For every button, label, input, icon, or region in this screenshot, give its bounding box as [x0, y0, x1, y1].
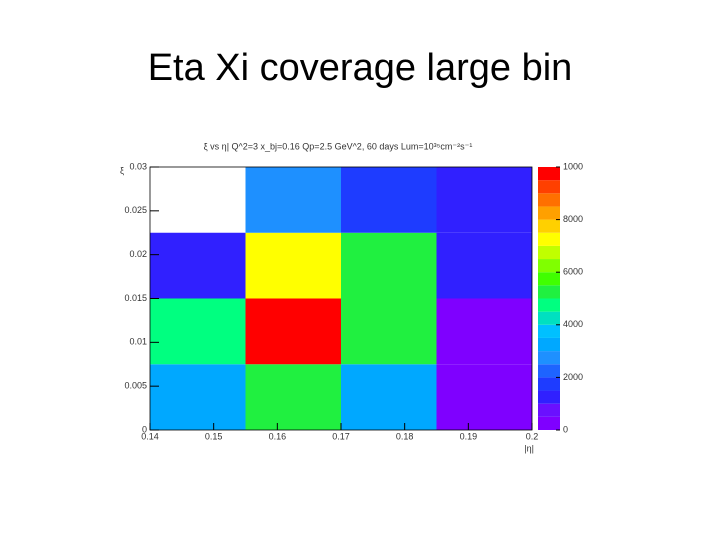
y-axis-label: ξ	[120, 165, 124, 175]
z-tick-label: 4000	[563, 319, 583, 329]
z-tick-label: 8000	[563, 214, 583, 224]
y-tick-label: 0.015	[124, 293, 147, 303]
color-bar-band	[538, 351, 560, 365]
color-bar-band	[538, 272, 560, 286]
color-bar-band	[538, 206, 560, 220]
color-bar-band	[538, 193, 560, 207]
y-tick-label: 0.01	[129, 337, 147, 347]
color-bar-band	[538, 364, 560, 378]
z-tick-label: 0	[563, 424, 568, 434]
x-tick-label: 0.16	[269, 431, 287, 441]
y-tick-label: 0	[142, 424, 147, 434]
z-tick-label: 2000	[563, 372, 583, 382]
slide-title: Eta Xi coverage large bin	[148, 47, 573, 89]
color-bar-band	[538, 167, 560, 181]
z-tick-label: 6000	[563, 267, 583, 277]
heat-cell	[341, 167, 437, 233]
heat-cell	[341, 232, 437, 299]
color-bar-band	[538, 232, 560, 246]
heat-cell	[341, 364, 437, 430]
heat-cell	[245, 167, 341, 233]
color-bar-band	[538, 416, 560, 430]
heat-cell	[436, 298, 532, 365]
y-tick-label: 0.02	[129, 249, 147, 259]
color-bar-band	[538, 324, 560, 338]
color-bar-band	[538, 311, 560, 325]
color-bar-band	[538, 219, 560, 233]
heat-cell	[436, 167, 532, 233]
color-bar-band	[538, 285, 560, 299]
x-tick-label: 0.19	[460, 431, 478, 441]
color-bar-band	[538, 180, 560, 194]
x-tick-label: 0.18	[396, 431, 414, 441]
heat-cell	[150, 364, 246, 430]
heat-cell	[150, 298, 246, 365]
heat-cell	[436, 364, 532, 430]
color-bar-band	[538, 298, 560, 312]
x-tick-label: 0.2	[526, 431, 539, 441]
chart-title: ξ vs η| Q^2=3 x_bj=0.16 Qp=2.5 GeV^2, 60…	[204, 141, 473, 151]
color-bar-band	[538, 390, 560, 404]
y-tick-label: 0.03	[129, 161, 147, 171]
heat-cell	[341, 298, 437, 365]
heat-cell	[150, 232, 246, 299]
color-bar-band	[538, 259, 560, 273]
heat-cell	[436, 232, 532, 299]
y-tick-label: 0.005	[124, 381, 147, 391]
color-bar-band	[538, 245, 560, 260]
x-tick-label: 0.15	[205, 431, 223, 441]
heat-cell	[245, 232, 341, 299]
color-bar-band	[538, 337, 560, 352]
heat-cell	[245, 364, 341, 430]
color-bar-band	[538, 403, 560, 417]
heat-cell	[245, 298, 341, 365]
x-tick-label: 0.14	[141, 431, 159, 441]
z-tick-label: 1000	[563, 161, 583, 171]
x-tick-label: 0.17	[332, 431, 350, 441]
y-tick-label: 0.025	[124, 205, 147, 215]
color-bar-band	[538, 377, 560, 391]
x-axis-label: |η|	[524, 443, 534, 453]
